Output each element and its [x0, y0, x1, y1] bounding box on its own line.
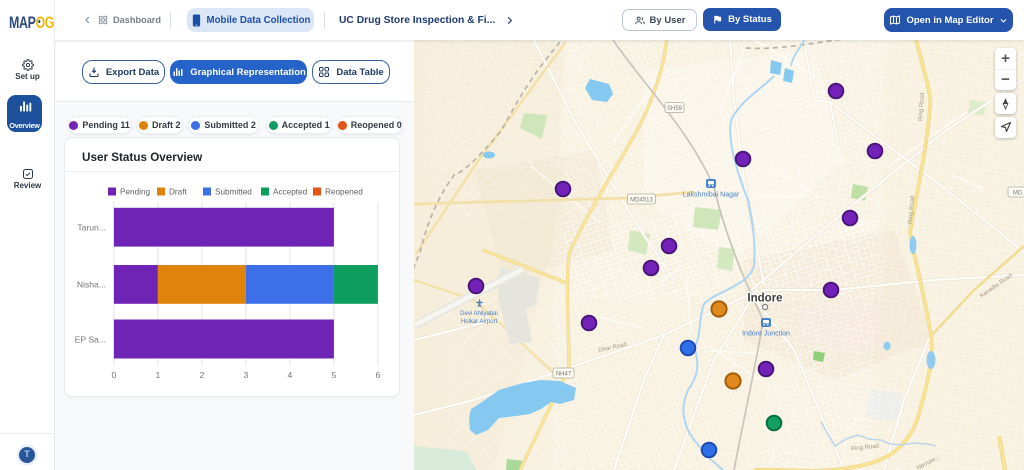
svg-text:Holkar Airport: Holkar Airport: [461, 319, 498, 325]
svg-text:Indore Junction: Indore Junction: [742, 331, 790, 338]
svg-text:1: 1: [156, 370, 161, 380]
svg-text:Nisha...: Nisha...: [77, 280, 106, 290]
svg-text:NH47: NH47: [556, 371, 572, 377]
svg-text:Indore: Indore: [747, 293, 782, 305]
svg-text:Lakshmibai Nagar: Lakshmibai Nagar: [683, 192, 740, 199]
svg-text:5: 5: [332, 370, 337, 380]
svg-text:Draft: Draft: [169, 188, 187, 197]
svg-text:3: 3: [244, 370, 249, 380]
svg-text:0: 0: [112, 370, 117, 380]
svg-text:Submitted: Submitted: [215, 188, 252, 197]
svg-text:6: 6: [376, 370, 381, 380]
svg-text:MD...: MD...: [1013, 190, 1024, 196]
svg-text:SH59: SH59: [667, 106, 683, 112]
svg-text:Devi Ahilyabai: Devi Ahilyabai: [460, 311, 498, 317]
svg-text:EP Sa...: EP Sa...: [75, 335, 106, 345]
svg-text:Ring Road: Ring Road: [850, 444, 879, 453]
svg-text:Ring Road: Ring Road: [908, 196, 916, 225]
svg-text:Accepted: Accepted: [273, 188, 308, 197]
svg-text:2: 2: [200, 370, 205, 380]
svg-text:Reopened: Reopened: [325, 188, 363, 197]
svg-text:Tarun...: Tarun...: [77, 223, 106, 233]
svg-text:Pending: Pending: [120, 188, 150, 197]
svg-text:Ring Road: Ring Road: [918, 93, 926, 122]
svg-text:4: 4: [288, 370, 293, 380]
svg-text:MD4513: MD4513: [630, 197, 653, 203]
